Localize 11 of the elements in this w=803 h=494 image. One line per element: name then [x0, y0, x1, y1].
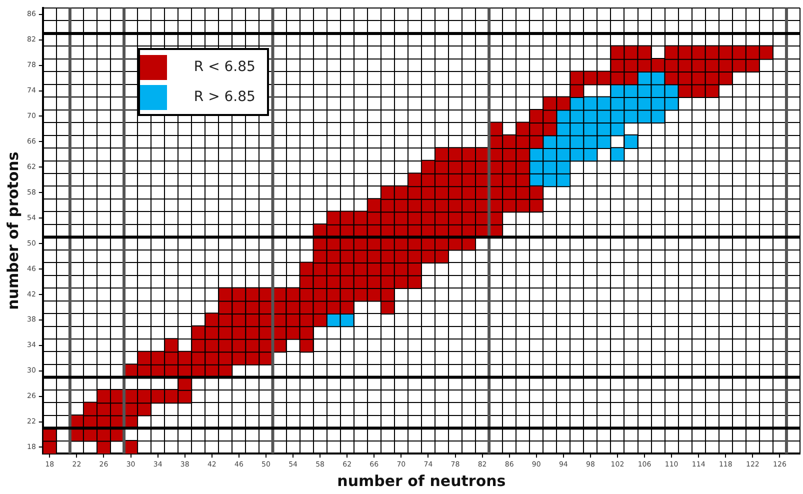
point [650, 108, 666, 124]
point [556, 160, 571, 174]
legend-label: R < 6.85 [194, 59, 256, 75]
point [596, 96, 612, 111]
legend-label: R > 6.85 [194, 89, 256, 105]
point [610, 147, 625, 162]
x-axis-title: number of neutrons [337, 472, 506, 490]
y-axis-title: number of protons [4, 152, 22, 310]
point [596, 134, 612, 149]
point [583, 96, 598, 111]
point [624, 134, 638, 149]
